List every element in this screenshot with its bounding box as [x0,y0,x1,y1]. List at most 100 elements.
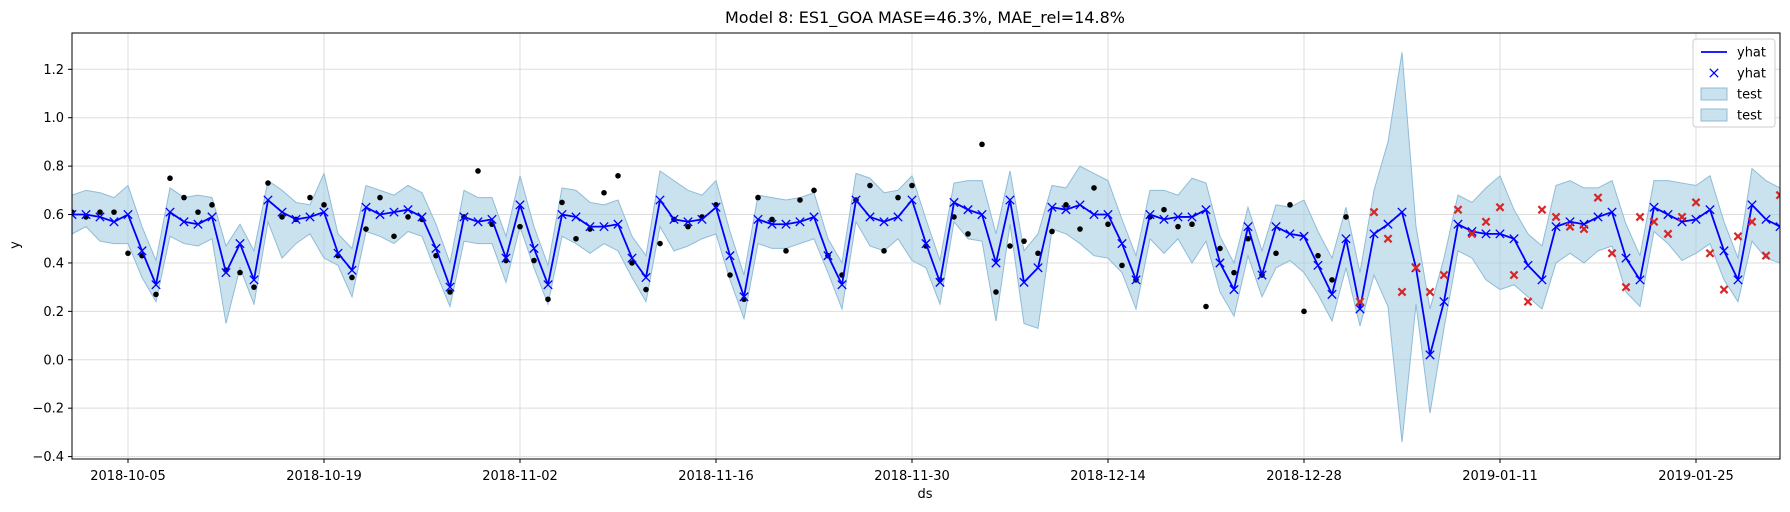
y-tick-label: 0.0 [43,353,64,368]
train-point [517,223,523,230]
train-point [1245,235,1251,242]
yhat-marker [1327,289,1337,300]
train-point [769,216,775,223]
yhat-marker [1691,214,1701,225]
train-point [111,209,117,215]
legend-patch-swatch [1700,87,1728,101]
yhat-marker [809,212,819,222]
test-point [1579,224,1589,234]
test-point [1719,285,1729,294]
yhat-marker [81,209,91,220]
yhat-marker [1145,209,1155,220]
yhat-marker [851,195,861,205]
yhat-marker [599,221,609,232]
train-point [965,231,971,237]
test-point [1705,248,1715,258]
train-point [1343,214,1349,220]
yhat-marker [795,217,805,227]
yhat-marker [697,214,707,225]
train-point [181,194,187,201]
yhat-marker [1033,263,1043,273]
yhat-marker [543,280,553,290]
yhat-marker [165,207,175,217]
yhat-marker [1201,205,1211,215]
train-point [685,223,691,230]
yhat-marker [1019,277,1029,287]
train-point [1077,226,1083,232]
test-point [1425,287,1435,297]
yhat-marker [1705,205,1715,215]
yhat-marker [1383,219,1393,229]
train-point [377,194,383,201]
train-point [405,214,411,220]
yhat-marker [445,282,455,292]
train-point [657,240,663,247]
train-point [97,209,103,215]
yhat-marker [1467,226,1477,237]
yhat-marker [529,243,539,254]
x-tick-label: 2018-10-19 [286,469,362,484]
test-point [1663,229,1673,239]
yhat-marker [1243,221,1253,232]
train-point [321,202,327,208]
yhat-marker [865,212,875,222]
train-point [811,187,817,194]
test-point [1537,205,1547,215]
yhat-marker [935,277,945,287]
test-point [1691,198,1701,207]
train-point [1301,308,1307,315]
yhat-marker [781,219,791,229]
yhat-marker [1061,205,1071,215]
yhat-marker [977,209,987,220]
train-point [1315,252,1321,259]
y-tick-label: 0.8 [43,160,64,175]
legend-marker-swatch [1709,68,1719,78]
train-point [1063,202,1069,208]
yhat-marker [739,292,749,302]
test-point [1621,282,1631,292]
test-point [1467,229,1477,239]
x-tick-label: 2018-11-02 [482,469,558,484]
yhat-marker [1509,234,1519,244]
yhat-marker [72,209,77,220]
axes-frame [71,32,1781,460]
test-point [1355,297,1365,307]
x-tick-label: 2018-12-28 [1266,469,1342,484]
test-point [1565,222,1575,232]
test-point [1747,217,1757,227]
train-point [783,248,789,254]
yhat-marker [1733,275,1743,285]
train-point [1021,238,1027,244]
yhat-marker [319,207,329,217]
train-point [1175,223,1181,230]
train-point [531,257,537,264]
yhat-marker [879,217,889,227]
train-point [881,248,887,254]
yhat-marker [1257,270,1267,280]
yhat-marker [963,205,973,215]
yhat-marker [1271,221,1281,232]
yhat-marker [1747,200,1757,210]
train-point [265,180,271,186]
legend-label: yhat [1737,46,1766,61]
yhat-marker [641,272,651,283]
train-point [1119,262,1125,269]
yhat-marker [375,209,385,220]
yhat-marker [249,275,259,285]
test-point [1593,193,1603,202]
legend-box [1692,38,1776,128]
train-point [1287,202,1293,208]
yhat-marker [1355,304,1365,314]
test-point [1607,248,1617,258]
train-point [559,199,565,206]
train-point [307,194,313,201]
yhat-marker [291,214,301,225]
yhat-marker [669,214,679,225]
yhat-marker [347,265,357,275]
train-point [1329,277,1335,283]
train-point [1007,243,1013,249]
y-axis-label: y [8,241,23,249]
yhat-marker [613,219,623,229]
train-point [1231,269,1237,276]
